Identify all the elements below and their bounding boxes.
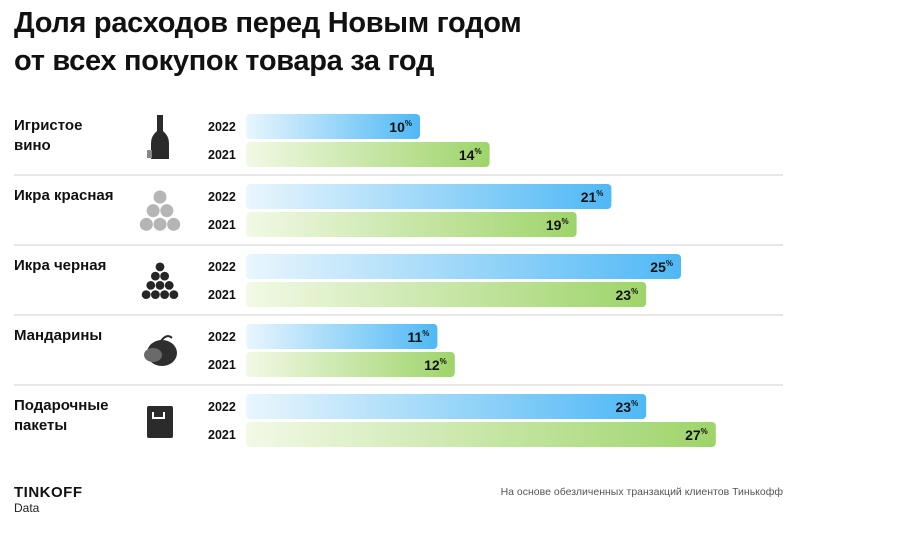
bottle-body: [151, 120, 169, 159]
bar-2021: [246, 212, 577, 237]
data-label: 23%: [615, 399, 638, 415]
caviar-egg: [153, 190, 167, 204]
caviar-egg: [150, 271, 160, 281]
data-label: 19%: [546, 217, 569, 233]
caviar-egg: [139, 217, 153, 231]
title-line-1: Доля расходов перед Новым годом: [14, 7, 522, 39]
bar-2022: [246, 114, 420, 139]
data-label: 14%: [459, 147, 482, 163]
chart-title: Доля расходов перед Новым годом от всех …: [14, 4, 522, 80]
category-label: Мандарины: [14, 327, 102, 344]
caviar-egg: [153, 217, 167, 231]
bar-2021: [246, 352, 455, 377]
caviar-egg: [160, 204, 174, 218]
brand-subtitle: Data: [14, 501, 40, 515]
caviar-egg: [160, 290, 170, 300]
category-label: вино: [14, 137, 51, 154]
caviar-egg: [164, 281, 174, 290]
category-label: Икра черная: [14, 257, 106, 274]
caviar-egg: [146, 204, 160, 218]
year-label: 2021: [208, 428, 236, 442]
title-line-2: от всех покупок товара за год: [14, 45, 435, 77]
data-label: 12%: [424, 357, 447, 373]
category-label: Икра красная: [14, 187, 113, 204]
champagne-bottle-icon: [147, 115, 169, 159]
caviar-egg: [141, 290, 151, 300]
bottle-glass: [147, 150, 152, 158]
year-label: 2022: [208, 330, 236, 344]
data-label: 11%: [407, 329, 429, 345]
data-label: 21%: [581, 189, 604, 205]
caviar-egg: [160, 271, 170, 281]
data-label: 25%: [650, 259, 673, 275]
bar-2022: [246, 324, 438, 349]
gift-bag-icon: [147, 406, 173, 438]
black-caviar-icon: [141, 262, 179, 300]
bar-2022: [246, 184, 612, 209]
bar-2021: [246, 282, 647, 307]
source-note: На основе обезличенных транзакций клиент…: [500, 486, 783, 498]
red-caviar-icon: [139, 190, 181, 231]
year-label: 2022: [208, 120, 236, 134]
bottle-cap: [157, 115, 163, 120]
data-label: 23%: [615, 287, 638, 303]
year-label: 2021: [208, 218, 236, 232]
bar-2022: [246, 254, 681, 279]
bar-2021: [246, 422, 716, 447]
year-label: 2022: [208, 190, 236, 204]
mandarin-leaf: [160, 335, 173, 342]
year-label: 2021: [208, 288, 236, 302]
caviar-egg: [155, 262, 165, 272]
category-label: пакеты: [14, 417, 67, 434]
year-label: 2022: [208, 260, 236, 274]
bag-body: [147, 406, 173, 438]
caviar-egg: [167, 217, 181, 231]
category-label: Игристое: [14, 117, 82, 134]
bar-2022: [246, 394, 647, 419]
data-label: 10%: [389, 119, 412, 135]
category-label: Подарочные: [14, 397, 108, 414]
caviar-egg: [150, 290, 160, 300]
caviar-egg: [169, 290, 179, 300]
brand-logo: TINKOFF: [14, 484, 83, 501]
mandarin-slice: [144, 348, 162, 362]
data-label: 27%: [685, 427, 708, 443]
bag-handle: [152, 412, 165, 419]
year-label: 2022: [208, 400, 236, 414]
year-label: 2021: [208, 148, 236, 162]
caviar-egg: [146, 281, 156, 290]
bar-2021: [246, 142, 490, 167]
caviar-egg: [155, 281, 165, 290]
mandarin-icon: [144, 335, 177, 366]
year-label: 2021: [208, 358, 236, 372]
